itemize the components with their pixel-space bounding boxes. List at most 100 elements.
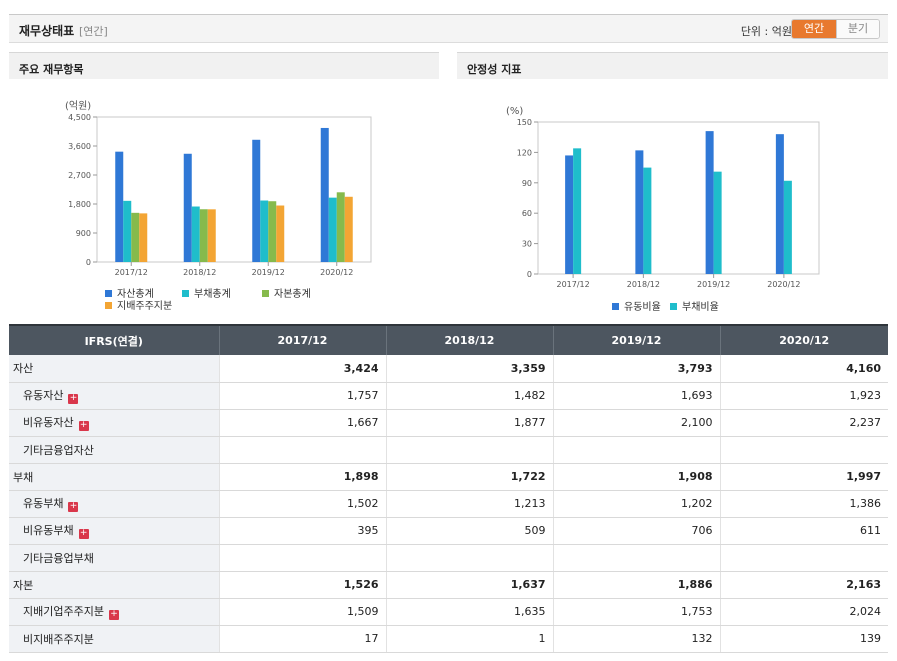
bar bbox=[199, 209, 208, 262]
plot-area bbox=[96, 116, 372, 263]
value-cell: 1,509 bbox=[218, 598, 386, 626]
table-header-row: IFRS(연결) 2017/12 2018/12 2019/12 2020/12 bbox=[9, 324, 888, 355]
bar bbox=[268, 201, 277, 262]
bar bbox=[344, 196, 353, 262]
row-label-cell: 비유동자산 + bbox=[9, 409, 219, 437]
bar bbox=[115, 151, 124, 262]
row-label: 기타금융업자산 bbox=[23, 443, 94, 457]
legend-swatch bbox=[262, 290, 269, 297]
header-cell: 2019/12 bbox=[552, 324, 720, 355]
bar bbox=[320, 127, 329, 262]
value-cell: 1 bbox=[385, 625, 553, 653]
legend-swatch bbox=[105, 290, 112, 297]
y-tick-label: 120 bbox=[517, 148, 532, 157]
legend-swatch bbox=[182, 290, 189, 297]
value-cell: 3,359 bbox=[385, 355, 553, 383]
row-label-cell: 지배기업주주지분 + bbox=[9, 598, 219, 626]
value-cell: 17 bbox=[218, 625, 386, 653]
bar bbox=[123, 200, 132, 262]
x-tick-label: 2018/12 bbox=[183, 268, 216, 277]
bar bbox=[713, 171, 722, 274]
bar bbox=[276, 205, 285, 262]
expand-plus-icon[interactable]: + bbox=[78, 420, 89, 431]
x-tick-label: 2019/12 bbox=[252, 268, 285, 277]
row-label: 자산 bbox=[13, 362, 34, 376]
value-cell bbox=[552, 436, 720, 464]
period-label: [연간] bbox=[79, 25, 108, 38]
value-cell: 1,637 bbox=[385, 571, 553, 599]
expand-plus-icon[interactable]: + bbox=[68, 501, 79, 512]
legend-item[interactable]: 유동비율 bbox=[612, 298, 661, 313]
y-tick-label: 2,700 bbox=[68, 171, 91, 180]
bar bbox=[328, 197, 337, 262]
expand-plus-icon[interactable]: + bbox=[78, 528, 89, 539]
bar bbox=[643, 167, 652, 274]
row-label: 유동부채 bbox=[23, 497, 64, 510]
header-cell: 2020/12 bbox=[719, 324, 888, 355]
header-cell: 2018/12 bbox=[385, 324, 553, 355]
table-row: 기타금융업부채 bbox=[9, 544, 888, 572]
tab-annual[interactable]: 연간 bbox=[792, 20, 837, 38]
bar bbox=[131, 212, 140, 262]
table-row: 부채 1,898 1,722 1,908 1,997 bbox=[9, 463, 888, 491]
legend-label: 자본총계 bbox=[274, 289, 311, 300]
value-cell: 1,202 bbox=[552, 490, 720, 518]
y-tick-label: 90 bbox=[522, 179, 532, 188]
value-cell: 4,160 bbox=[719, 355, 888, 383]
value-cell: 611 bbox=[719, 517, 888, 545]
x-tick-label: 2020/12 bbox=[320, 268, 353, 277]
chart-panel-financials: 주요 재무항목 (억원) 4,500 3,600 2,700 1,800 900 0 2017… bbox=[9, 52, 439, 323]
bar bbox=[775, 134, 784, 274]
legend-item[interactable]: 자본총계 bbox=[262, 285, 311, 300]
y-tick-label: 900 bbox=[76, 229, 91, 238]
row-label-cell: 기타금융업자산 bbox=[9, 436, 219, 464]
legend-item[interactable]: 부채비율 bbox=[670, 298, 719, 313]
legend-item[interactable]: 자산총계 bbox=[105, 285, 154, 300]
y-tick-label: 30 bbox=[522, 240, 532, 249]
value-cell: 1,502 bbox=[218, 490, 386, 518]
expand-plus-icon[interactable]: + bbox=[108, 609, 119, 620]
value-cell: 1,635 bbox=[385, 598, 553, 626]
bar bbox=[260, 200, 269, 262]
x-tick-label: 2018/12 bbox=[627, 280, 660, 289]
value-cell: 3,424 bbox=[218, 355, 386, 383]
value-cell bbox=[218, 436, 386, 464]
balance-sheet-table: IFRS(연결) 2017/12 2018/12 2019/12 2020/12… bbox=[9, 324, 888, 653]
expand-plus-icon[interactable]: + bbox=[68, 393, 79, 404]
value-cell: 1,482 bbox=[385, 382, 553, 410]
value-cell: 1,923 bbox=[719, 382, 888, 410]
legend-item[interactable]: 부채총계 bbox=[182, 285, 231, 300]
y-tick-label: 60 bbox=[522, 209, 532, 218]
table-row: 자본 1,526 1,637 1,886 2,163 bbox=[9, 571, 888, 599]
stability-chart: (%)150 120 90 60 30 0 2017/12 2018/12 2019/12 202… bbox=[506, 106, 820, 289]
row-label-cell: 기타금융업부채 bbox=[9, 544, 219, 572]
bar bbox=[635, 150, 644, 274]
row-label: 비지배주주지분 bbox=[23, 632, 94, 646]
value-cell bbox=[385, 544, 553, 572]
row-label: 비유동부채 bbox=[23, 524, 74, 537]
table-row: 비유동부채 +395 509 706 611 bbox=[9, 517, 888, 545]
financials-chart: (억원)4,500 3,600 2,700 1,800 900 0 2017/12 2018/… bbox=[65, 100, 372, 277]
value-cell: 1,898 bbox=[218, 463, 386, 491]
tab-quarter[interactable]: 분기 bbox=[837, 20, 879, 38]
value-cell: 139 bbox=[719, 625, 888, 653]
value-cell: 1,693 bbox=[552, 382, 720, 410]
row-label-cell: 비지배주주지분 bbox=[9, 625, 219, 653]
value-cell: 1,753 bbox=[552, 598, 720, 626]
value-cell: 2,100 bbox=[552, 409, 720, 437]
value-cell: 1,908 bbox=[552, 463, 720, 491]
x-tick-label: 2019/12 bbox=[697, 280, 730, 289]
panel-title: 안정성 지표 bbox=[457, 52, 888, 79]
value-cell bbox=[719, 544, 888, 572]
page-title: 재무상태표 bbox=[19, 24, 75, 38]
value-cell: 3,793 bbox=[552, 355, 720, 383]
value-cell: 1,997 bbox=[719, 463, 888, 491]
legend-label: 부채총계 bbox=[194, 289, 231, 300]
x-tick-label: 2020/12 bbox=[767, 280, 800, 289]
row-label-cell: 유동자산 + bbox=[9, 382, 219, 410]
y-tick-label: 0 bbox=[527, 270, 532, 279]
plot-area bbox=[537, 121, 820, 275]
value-cell: 2,024 bbox=[719, 598, 888, 626]
legend-item[interactable]: 지배주주지분 bbox=[105, 297, 172, 312]
section-header: 재무상태표 [연간] 단위 : 억원 연간 분기 bbox=[9, 14, 888, 43]
